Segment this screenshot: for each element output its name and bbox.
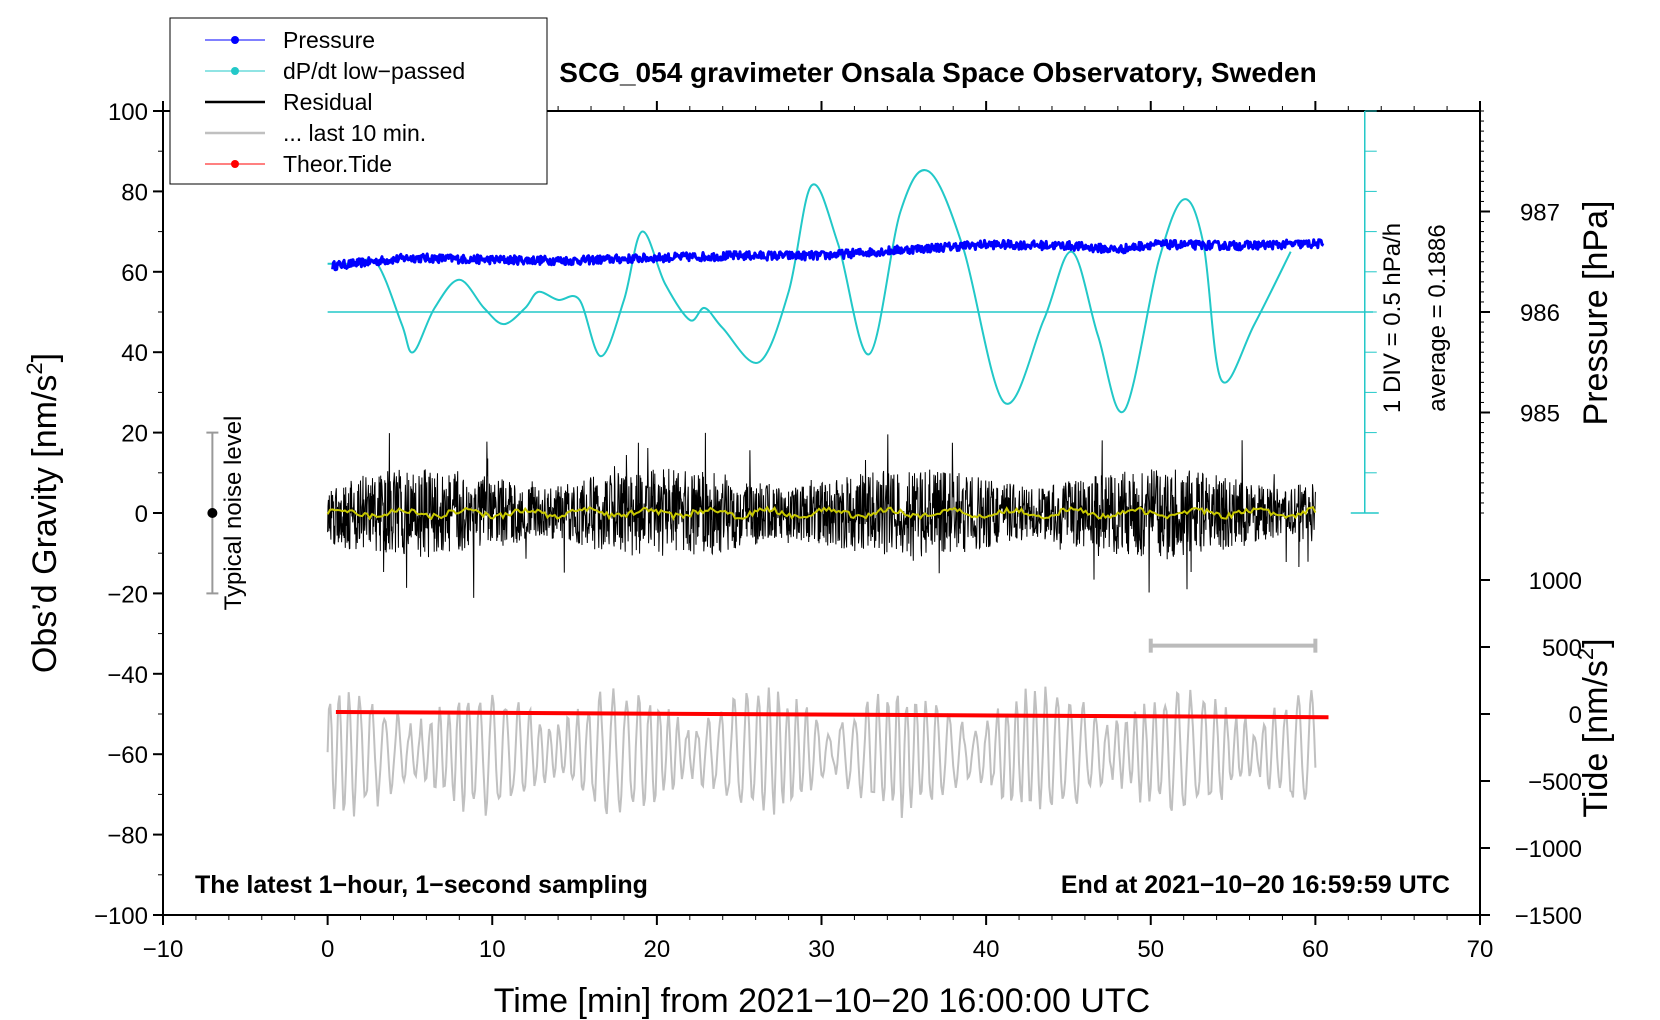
y-tick-label: 100: [108, 99, 148, 126]
x-axis-label: Time [min] from 2021−10−20 16:00:00 UTC: [494, 982, 1150, 1020]
legend-items: Pressure dP/dt low−passed Residual ... last…: [205, 27, 465, 177]
y-axis-label-main-end: ]: [26, 353, 64, 362]
x-tick-label: 20: [644, 936, 671, 963]
tide-tick-label: −500: [1528, 769, 1582, 796]
x-tick-label: 60: [1302, 936, 1329, 963]
y-tick-label: −60: [107, 742, 148, 769]
x-tick-label: −10: [143, 936, 184, 963]
noise-bar-center: [207, 508, 218, 518]
y-tick-label: −80: [107, 823, 148, 850]
y-axis-label-tide: Tide [nm/s2]: [1573, 638, 1615, 817]
y-axis-label-main-sup: 2: [22, 362, 47, 374]
legend-marker: [231, 36, 239, 44]
y-axis-label-main: Obs’d Gravity [nm/s2]: [22, 353, 64, 673]
y-tick-label: −20: [107, 581, 148, 608]
x-tick-label: 30: [808, 936, 835, 963]
tide-tick-label: −1000: [1515, 836, 1582, 863]
tide-tick-label: 0: [1569, 702, 1582, 729]
pressure-tick-label: 986: [1520, 300, 1560, 327]
legend-label: dP/dt low−passed: [283, 58, 465, 84]
y-axis-label-tide-text: Tide [nm/s: [1577, 660, 1615, 817]
residual-smoothed-line: [326, 505, 1317, 521]
pressure-tick-label: 985: [1520, 401, 1560, 428]
pressure-tick-label: 987: [1520, 200, 1560, 227]
footer-left: The latest 1−hour, 1−second sampling: [195, 871, 648, 899]
pressure-note-avg: average = 0.1886: [1424, 224, 1451, 412]
tide-tick-label: −1500: [1515, 903, 1582, 930]
legend-label: Pressure: [283, 27, 375, 53]
y-tick-label: 20: [121, 421, 148, 448]
x-tick-label: 50: [1137, 936, 1164, 963]
tide-tick-label: 500: [1542, 635, 1582, 662]
series-group: [326, 169, 1373, 818]
y-axis-label-tide-end: ]: [1577, 638, 1615, 647]
noise-label: Typical noise level: [220, 416, 247, 611]
x-tick-label: 10: [479, 936, 506, 963]
chart-title: SCG_054 gravimeter Onsala Space Observat…: [559, 57, 1316, 88]
legend-marker: [231, 67, 239, 75]
y-tick-label: 60: [121, 260, 148, 287]
pressure-axis: 987 986 985: [1350, 110, 1560, 514]
y-axis-label-tide-sup: 2: [1573, 648, 1598, 660]
noise-level-indicator: Typical noise level: [206, 416, 247, 611]
legend-marker: [231, 160, 239, 168]
y-axis-left: 100 80 60 40 20 0 −20 −40 −60 −80 −100: [94, 99, 163, 930]
legend-label: ... last 10 min.: [283, 120, 426, 146]
y-tick-label: −100: [94, 903, 148, 930]
y-tick-label: −40: [107, 662, 148, 689]
pressure-line: [331, 238, 1325, 272]
residual-line: [327, 432, 1316, 598]
tide-tick-label: 1000: [1529, 568, 1582, 595]
tide-axis: 1000 500 0 −500 −1000 −1500: [1480, 568, 1582, 930]
x-tick-label: 0: [321, 936, 334, 963]
x-tick-label: 40: [973, 936, 1000, 963]
legend-label: Residual: [283, 89, 373, 115]
footer-right: End at 2021−10−20 16:59:59 UTC: [1061, 871, 1450, 899]
legend-label: Theor.Tide: [283, 151, 392, 177]
y-axis-label-main-text: Obs’d Gravity [nm/s: [26, 375, 64, 674]
y-axis-label-pressure: Pressure [hPa]: [1577, 201, 1615, 426]
y-tick-label: 80: [121, 179, 148, 206]
tide-line: [335, 710, 1329, 720]
dpdt-line: [327, 169, 1292, 414]
x-tick-label: 70: [1467, 936, 1494, 963]
y-tick-label: 0: [135, 501, 148, 528]
last-10min-line: [326, 686, 1317, 818]
legend: Pressure dP/dt low−passed Residual ... last…: [169, 17, 548, 185]
y-tick-label: 40: [121, 340, 148, 367]
pressure-note-div: 1 DIV = 0.5 hPa/h: [1379, 223, 1406, 413]
